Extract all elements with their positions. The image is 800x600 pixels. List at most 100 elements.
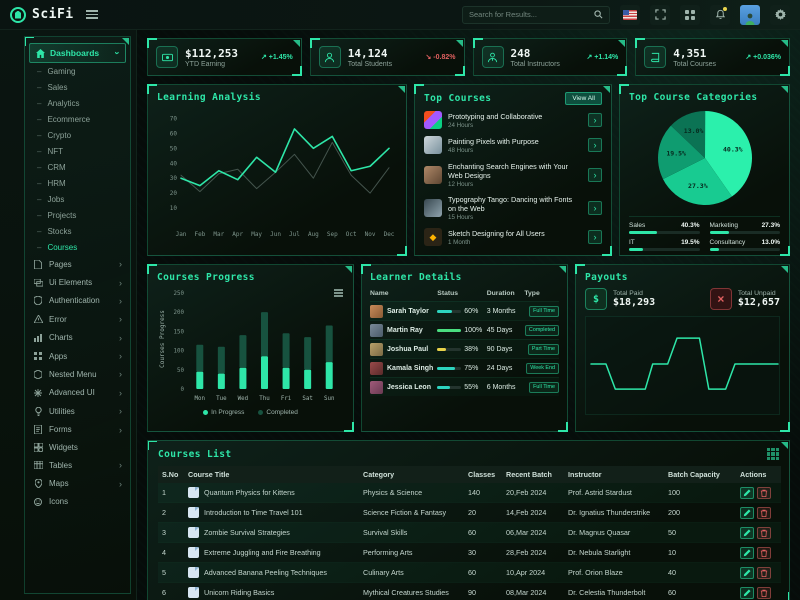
svg-text:Jun: Jun xyxy=(270,231,281,238)
chart-menu-icon[interactable] xyxy=(334,289,343,297)
delete-button[interactable] xyxy=(757,506,771,519)
stat-card-total-instructors: 248 Total Instructors ↗ +1.14% xyxy=(472,38,628,76)
search-bar[interactable] xyxy=(462,5,610,24)
edit-button[interactable] xyxy=(740,546,754,559)
course-title: Introduction to Time Travel 101 xyxy=(204,508,303,517)
sidebar-item-maps[interactable]: Maps › xyxy=(29,475,126,493)
learner-table-header: Name Status Duration Type xyxy=(370,290,540,297)
top-course-item: ◆ Sketch Designing for All Users 1 Month › xyxy=(424,226,602,248)
delete-button[interactable] xyxy=(757,546,771,559)
sidebar-item-ui-elements[interactable]: Ui Elements › xyxy=(29,273,126,291)
sidebar-item-projects[interactable]: – Projects xyxy=(37,210,77,220)
course-arrow-button[interactable]: › xyxy=(588,113,602,127)
sidebar-item-stocks[interactable]: – Stocks xyxy=(37,226,72,236)
user-avatar[interactable] xyxy=(740,4,760,25)
sidebar-item-icons[interactable]: Icons xyxy=(29,493,126,510)
delete-button[interactable] xyxy=(757,526,771,539)
view-all-button[interactable]: View All xyxy=(565,92,602,105)
doc-icon xyxy=(33,259,43,269)
smile-icon xyxy=(33,497,43,506)
fullscreen-button[interactable] xyxy=(650,4,670,25)
edit-button[interactable] xyxy=(740,506,754,519)
learner-name: Jessica Leon xyxy=(387,383,431,391)
sidebar-item-utilities[interactable]: Utilities › xyxy=(29,402,126,420)
app-logo[interactable]: SciFi xyxy=(10,6,130,23)
status-percent: 38% xyxy=(464,345,479,353)
legend-item-in-progress: In Progress xyxy=(203,409,244,416)
sidebar-item-sales[interactable]: – Sales xyxy=(37,82,68,92)
sidebar-group-dashboards[interactable]: Dashboards › xyxy=(29,43,126,63)
delete-button[interactable] xyxy=(757,566,771,579)
sidebar-item-advanced-ui[interactable]: Advanced UI › xyxy=(29,384,126,402)
svg-text:Sun: Sun xyxy=(324,396,334,402)
sidebar-item-widgets[interactable]: Widgets xyxy=(29,439,126,456)
course-classes: 60 xyxy=(468,528,476,537)
sidebar-item-error[interactable]: Error › xyxy=(29,310,126,328)
sidebar-item-hrm[interactable]: – HRM xyxy=(37,178,66,188)
course-arrow-button[interactable]: › xyxy=(588,200,602,215)
course-arrow-button[interactable]: › xyxy=(588,230,602,244)
sidebar-item-crypto[interactable]: – Crypto xyxy=(37,130,72,140)
learner-row[interactable]: Sarah Taylor 60% 3 Months Full Time xyxy=(370,301,559,320)
edit-button[interactable] xyxy=(740,566,754,579)
svg-text:Jul: Jul xyxy=(289,231,300,238)
course-row[interactable]: 2 Introduction to Time Travel 101 Science … xyxy=(158,503,781,523)
course-title: Enchanting Search Engines with Your Web … xyxy=(448,161,568,180)
stat-value: 248 xyxy=(510,46,531,60)
sidebar-item-jobs[interactable]: – Jobs xyxy=(37,194,65,204)
legend-item-sales: Sales 40.3% xyxy=(629,222,700,234)
sidebar-item-charts[interactable]: Charts › xyxy=(29,329,126,347)
settings-gear-icon xyxy=(774,9,786,20)
course-row[interactable]: 1 Quantum Physics for Kittens Physics & Sc… xyxy=(158,483,781,503)
svg-text:50: 50 xyxy=(177,368,184,374)
form-icon xyxy=(33,425,43,435)
settings-button[interactable] xyxy=(770,4,790,25)
learner-row[interactable]: Jessica Leon 55% 6 Months Full Time xyxy=(370,377,559,396)
sidebar-item-analytics[interactable]: – Analytics xyxy=(37,98,80,108)
legend-item-marketing: Marketing 27.3% xyxy=(709,222,780,234)
course-classes: 30 xyxy=(468,548,476,557)
column-header-classes: Classes xyxy=(464,466,502,483)
notifications-button[interactable] xyxy=(710,4,730,25)
sidebar-item-gaming[interactable]: – Gaming xyxy=(37,66,76,76)
course-category: Culinary Arts xyxy=(363,568,404,577)
course-arrow-button[interactable]: › xyxy=(588,138,602,153)
delete-button[interactable] xyxy=(757,486,771,499)
course-doc-icon xyxy=(188,487,199,498)
course-row[interactable]: 6 Unicorn Riding Basics Mythical Creatures… xyxy=(158,583,781,600)
sidebar-item-forms[interactable]: Forms › xyxy=(29,420,126,438)
learner-row[interactable]: Martin Ray 100% 45 Days Completed xyxy=(370,320,559,339)
sidebar-item-ecommerce[interactable]: – Ecommerce xyxy=(37,114,91,124)
language-flag-button[interactable] xyxy=(620,4,640,25)
sidebar-item-pages[interactable]: Pages › xyxy=(29,255,126,273)
learner-row[interactable]: Joshua Paul 38% 90 Days Part Time xyxy=(370,339,559,358)
learner-row[interactable]: Kamala Singh 75% 24 Days Week End xyxy=(370,358,559,377)
delete-button[interactable] xyxy=(757,586,771,599)
sidebar-item-tables[interactable]: Tables › xyxy=(29,456,126,474)
us-flag-icon xyxy=(623,9,637,20)
sidebar-item-nft[interactable]: – NFT xyxy=(37,146,64,156)
hamburger-menu-icon[interactable] xyxy=(85,10,98,19)
sidebar-item-apps[interactable]: Apps › xyxy=(29,347,126,365)
search-icon[interactable] xyxy=(594,10,603,19)
sidebar-item-courses[interactable]: – Courses xyxy=(37,242,78,252)
edit-button[interactable] xyxy=(740,486,754,499)
course-row[interactable]: 3 Zombie Survival Strategies Survival Skil… xyxy=(158,522,781,543)
sidebar-item-crm[interactable]: – CRM xyxy=(37,162,66,172)
home-icon xyxy=(36,48,45,58)
grid-view-icon[interactable] xyxy=(767,448,779,460)
stat-value: 14,124 xyxy=(347,46,388,60)
edit-button[interactable] xyxy=(740,526,754,539)
edit-button[interactable] xyxy=(740,586,754,599)
svg-text:27.3%: 27.3% xyxy=(688,182,708,190)
course-row[interactable]: 5 Advanced Banana Peeling Techniques Culin… xyxy=(158,562,781,583)
courses-list-panel: Courses List S.No Course Title Category Cla… xyxy=(147,440,790,600)
svg-text:Fri: Fri xyxy=(281,396,292,402)
sidebar-item-nested-menu[interactable]: Nested Menu › xyxy=(29,365,126,383)
course-arrow-button[interactable]: › xyxy=(588,167,602,182)
search-input[interactable] xyxy=(469,10,590,19)
apps-button[interactable] xyxy=(680,4,700,25)
sidebar-item-authentication[interactable]: Authentication › xyxy=(29,292,126,310)
svg-text:Feb: Feb xyxy=(194,231,205,238)
course-row[interactable]: 4 Extreme Juggling and Fire Breathing Perf… xyxy=(158,543,781,563)
